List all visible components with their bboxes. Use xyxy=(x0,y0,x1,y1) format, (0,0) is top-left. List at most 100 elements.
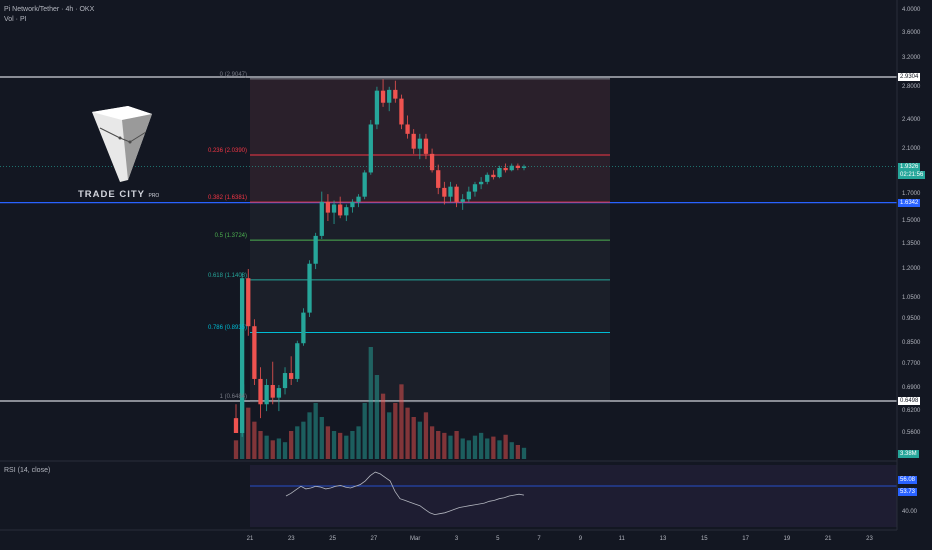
volume-bar xyxy=(503,434,508,459)
time-axis-tick: 7 xyxy=(537,536,541,542)
candle[interactable] xyxy=(393,89,398,99)
candle[interactable] xyxy=(270,384,275,398)
candle[interactable] xyxy=(374,90,380,125)
candle[interactable] xyxy=(436,170,441,188)
candle[interactable] xyxy=(264,384,269,405)
price-axis-tick: 0.8500 xyxy=(902,340,921,347)
fib-label: 0.618 (1.1408) xyxy=(207,272,247,279)
candle[interactable] xyxy=(362,172,367,197)
price-axis-tick: 4.0000 xyxy=(902,7,921,14)
candle[interactable] xyxy=(313,235,318,264)
volume-bar xyxy=(264,435,269,459)
candle[interactable] xyxy=(429,153,435,171)
candle[interactable] xyxy=(282,373,288,389)
candle[interactable] xyxy=(411,133,416,149)
watermark-brand: TRADE CITY PRO xyxy=(78,189,160,200)
candle[interactable] xyxy=(252,326,257,379)
volume-bar xyxy=(509,442,514,459)
candle[interactable] xyxy=(350,201,355,208)
volume-bar xyxy=(344,435,349,459)
candle[interactable] xyxy=(515,165,521,168)
price-axis-tick: 1.0500 xyxy=(902,294,921,301)
price-tag: 0.6498 xyxy=(898,397,921,405)
candle[interactable] xyxy=(307,263,312,313)
volume-bar xyxy=(295,426,300,459)
time-axis-tick: 17 xyxy=(742,536,749,542)
fib-label: 0.382 (1.6381) xyxy=(207,195,247,202)
candle[interactable] xyxy=(405,124,410,134)
volume-bar xyxy=(380,393,386,459)
candle[interactable] xyxy=(509,165,514,171)
candles[interactable] xyxy=(233,79,527,437)
volume-bar xyxy=(338,432,343,459)
volume-tag: 3.38M xyxy=(898,450,919,458)
volume-bar xyxy=(466,440,471,459)
candle[interactable] xyxy=(491,174,496,178)
candle[interactable] xyxy=(399,98,404,125)
candle[interactable] xyxy=(356,196,361,202)
candle[interactable] xyxy=(380,90,386,103)
candle[interactable] xyxy=(466,191,471,200)
candle[interactable] xyxy=(497,167,502,178)
rsi-band xyxy=(250,465,897,527)
candle[interactable] xyxy=(325,201,331,213)
volume-bar xyxy=(429,426,435,459)
candle[interactable] xyxy=(239,278,245,433)
candle[interactable] xyxy=(503,167,508,171)
candle[interactable] xyxy=(344,207,349,216)
volume-bar xyxy=(246,407,251,459)
price-axis-tick: 3.6000 xyxy=(902,29,921,36)
candle[interactable] xyxy=(331,204,337,213)
volume-bar xyxy=(472,435,478,459)
price-tag: 1.6342 xyxy=(898,198,921,207)
candle[interactable] xyxy=(460,199,465,202)
volume-bar xyxy=(485,438,490,459)
volume-bar xyxy=(289,431,294,459)
candle[interactable] xyxy=(295,343,300,379)
candle[interactable] xyxy=(319,201,324,236)
time-axis-tick: 3 xyxy=(454,536,459,542)
tradecity-logo-icon xyxy=(92,106,152,182)
time-axis-tick: 5 xyxy=(496,536,500,542)
candle[interactable] xyxy=(233,418,239,433)
candle[interactable] xyxy=(442,187,447,197)
candle[interactable] xyxy=(478,181,484,185)
chart-title: Pi Network/Tether · 4h · OKX xyxy=(4,6,95,13)
volume-bar xyxy=(307,412,312,459)
candle[interactable] xyxy=(417,138,422,149)
candle[interactable] xyxy=(258,378,263,405)
rsi-axis-tick: 40.00 xyxy=(902,509,918,515)
volume-bar xyxy=(270,440,275,459)
fib-levels[interactable] xyxy=(250,78,610,402)
time-axis-tick: 11 xyxy=(618,536,625,542)
time-axis-tick: 25 xyxy=(329,536,336,542)
volume-bar xyxy=(515,445,521,459)
candle[interactable] xyxy=(454,186,459,202)
fib-label: 0.786 (0.8935) xyxy=(207,325,247,332)
volume-bar xyxy=(423,412,429,459)
fib-label: 1 (0.6484) xyxy=(219,394,247,401)
price-tag: 2.9304 xyxy=(898,73,921,81)
candle[interactable] xyxy=(276,388,282,398)
candle[interactable] xyxy=(448,186,453,197)
rsi-line xyxy=(285,471,525,516)
volume-bar xyxy=(276,438,282,459)
candle[interactable] xyxy=(368,124,373,173)
price-axis-tick: 0.5600 xyxy=(902,429,921,436)
candle[interactable] xyxy=(301,312,306,344)
candle[interactable] xyxy=(246,278,251,327)
candle[interactable] xyxy=(387,89,392,103)
price-axis-tick: 2.1000 xyxy=(902,145,921,152)
time-axis-tick: 13 xyxy=(659,536,667,542)
candle[interactable] xyxy=(338,204,343,216)
candle[interactable] xyxy=(289,373,294,379)
candle[interactable] xyxy=(485,174,490,182)
candle[interactable] xyxy=(423,138,429,154)
candle[interactable] xyxy=(521,166,527,168)
price-axis-tick: 2.4000 xyxy=(902,116,921,123)
rsi-legend: RSI (14, close) xyxy=(4,467,51,474)
price-axis-tick: 3.2000 xyxy=(902,55,921,62)
time-axis-tick: 21 xyxy=(246,536,254,542)
candle[interactable] xyxy=(472,184,478,192)
